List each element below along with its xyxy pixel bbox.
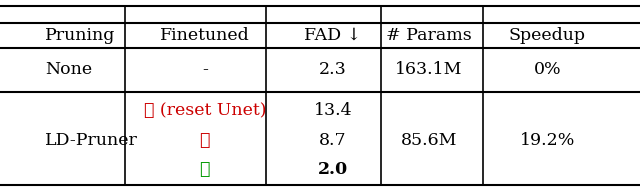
Text: LD-Pruner: LD-Pruner (45, 132, 138, 149)
Text: -: - (202, 61, 208, 78)
Text: Speedup: Speedup (509, 27, 586, 44)
Text: 13.4: 13.4 (314, 102, 352, 119)
Text: ✗ (reset Unet): ✗ (reset Unet) (143, 102, 266, 119)
Text: 85.6M: 85.6M (401, 132, 457, 149)
Text: 19.2%: 19.2% (520, 132, 575, 149)
Text: Finetuned: Finetuned (160, 27, 250, 44)
Text: FAD ↓: FAD ↓ (304, 27, 362, 44)
Text: 0%: 0% (533, 61, 561, 78)
Text: 8.7: 8.7 (319, 132, 347, 149)
Text: # Params: # Params (386, 27, 472, 44)
Text: ✓: ✓ (200, 161, 210, 179)
Text: 2.3: 2.3 (319, 61, 347, 78)
Text: 163.1M: 163.1M (395, 61, 463, 78)
Text: ✗: ✗ (200, 132, 210, 149)
Text: Pruning: Pruning (45, 27, 115, 44)
Text: None: None (45, 61, 92, 78)
Text: 2.0: 2.0 (317, 161, 348, 179)
